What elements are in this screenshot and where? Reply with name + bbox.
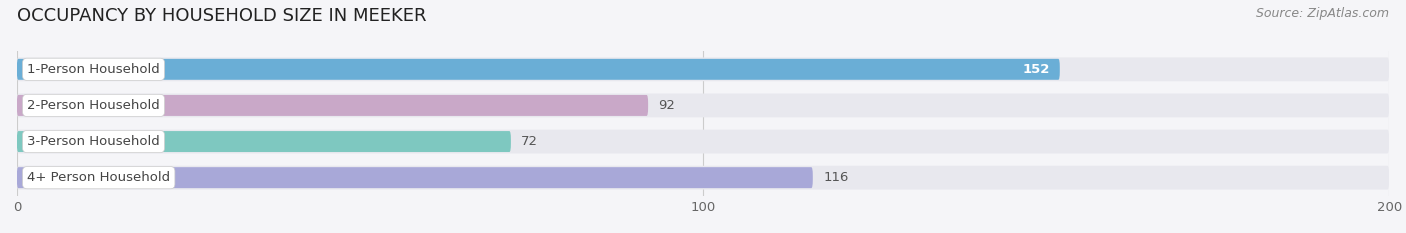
Text: 92: 92	[658, 99, 675, 112]
FancyBboxPatch shape	[17, 93, 1389, 117]
FancyBboxPatch shape	[17, 167, 813, 188]
FancyBboxPatch shape	[17, 131, 510, 152]
FancyBboxPatch shape	[17, 95, 648, 116]
FancyBboxPatch shape	[17, 166, 1389, 190]
Text: 72: 72	[522, 135, 538, 148]
FancyBboxPatch shape	[17, 130, 1389, 154]
FancyBboxPatch shape	[17, 57, 1389, 81]
Text: 116: 116	[823, 171, 848, 184]
Text: 4+ Person Household: 4+ Person Household	[27, 171, 170, 184]
Text: 152: 152	[1022, 63, 1049, 76]
Text: Source: ZipAtlas.com: Source: ZipAtlas.com	[1256, 7, 1389, 20]
Text: OCCUPANCY BY HOUSEHOLD SIZE IN MEEKER: OCCUPANCY BY HOUSEHOLD SIZE IN MEEKER	[17, 7, 426, 25]
Text: 3-Person Household: 3-Person Household	[27, 135, 160, 148]
FancyBboxPatch shape	[17, 59, 1060, 80]
Text: 2-Person Household: 2-Person Household	[27, 99, 160, 112]
Text: 1-Person Household: 1-Person Household	[27, 63, 160, 76]
